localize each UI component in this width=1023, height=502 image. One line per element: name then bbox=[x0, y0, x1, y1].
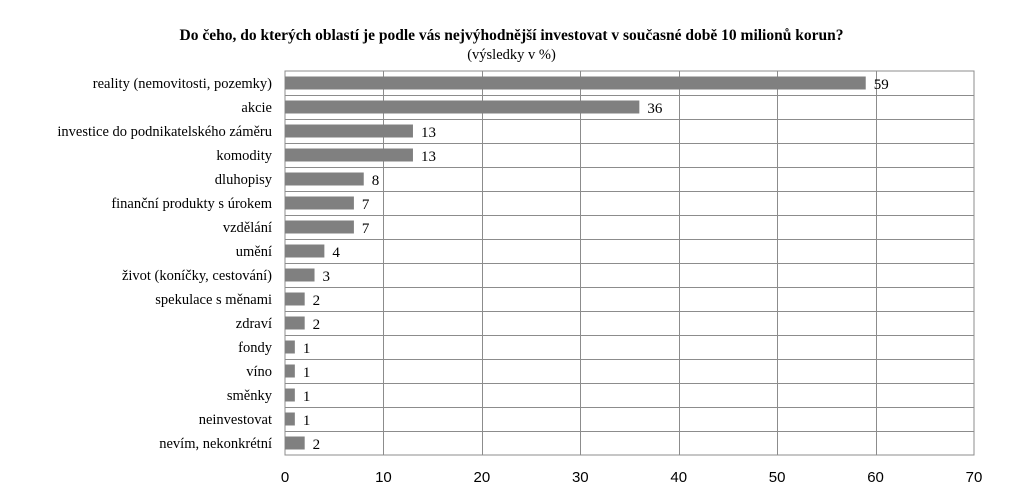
data-label: 13 bbox=[421, 125, 436, 141]
data-label: 3 bbox=[323, 269, 331, 285]
bar bbox=[285, 316, 305, 330]
category-label: směnky bbox=[227, 388, 273, 404]
x-tick-label: 30 bbox=[572, 469, 589, 486]
bar bbox=[285, 292, 305, 306]
data-label: 2 bbox=[313, 317, 321, 333]
chart-title: Do čeho, do kterých oblastí je podle vás… bbox=[179, 27, 844, 44]
bar bbox=[285, 412, 295, 426]
x-tick-label: 0 bbox=[281, 469, 289, 486]
data-label: 1 bbox=[303, 413, 311, 429]
data-label: 8 bbox=[372, 173, 380, 189]
data-label: 59 bbox=[874, 77, 889, 93]
category-label: reality (nemovitosti, pozemky) bbox=[93, 76, 272, 92]
category-label: život (koníčky, cestování) bbox=[122, 268, 272, 284]
x-tick-label: 10 bbox=[375, 469, 392, 486]
data-label: 2 bbox=[313, 293, 321, 309]
bar bbox=[285, 124, 413, 138]
x-tick-label: 70 bbox=[966, 469, 983, 486]
category-label: nevím, nekonkrétní bbox=[159, 436, 272, 452]
bar bbox=[285, 148, 413, 162]
bar bbox=[285, 196, 354, 210]
bar bbox=[285, 220, 354, 234]
category-label: investice do podnikatelského záměru bbox=[57, 124, 272, 140]
bar bbox=[285, 244, 325, 258]
bar bbox=[285, 388, 295, 402]
data-label: 13 bbox=[421, 149, 436, 165]
category-label: umění bbox=[236, 244, 272, 260]
category-label: akcie bbox=[241, 100, 272, 116]
x-tick-label: 50 bbox=[769, 469, 786, 486]
bar bbox=[285, 76, 866, 90]
category-label: zdraví bbox=[236, 316, 272, 332]
data-label: 36 bbox=[647, 101, 663, 117]
category-label: fondy bbox=[238, 340, 273, 356]
data-label: 7 bbox=[362, 197, 370, 213]
category-label: finanční produkty s úrokem bbox=[111, 196, 272, 212]
category-label: víno bbox=[246, 364, 272, 380]
bar bbox=[285, 172, 364, 186]
x-tick-label: 60 bbox=[867, 469, 884, 486]
category-label: komodity bbox=[216, 148, 272, 164]
x-tick-label: 40 bbox=[670, 469, 687, 486]
category-label: dluhopisy bbox=[215, 172, 273, 188]
data-label: 4 bbox=[332, 245, 340, 261]
bar bbox=[285, 100, 640, 114]
category-label: vzdělání bbox=[223, 220, 272, 236]
bar bbox=[285, 364, 295, 378]
data-label: 7 bbox=[362, 221, 370, 237]
data-label: 1 bbox=[303, 389, 311, 405]
bar bbox=[285, 340, 295, 354]
data-label: 1 bbox=[303, 365, 311, 381]
data-label: 1 bbox=[303, 341, 311, 357]
bar bbox=[285, 268, 315, 282]
x-tick-label: 20 bbox=[474, 469, 491, 486]
category-label: neinvestovat bbox=[199, 412, 272, 428]
bar bbox=[285, 436, 305, 450]
data-label: 2 bbox=[313, 437, 321, 453]
category-label: spekulace s měnami bbox=[155, 292, 272, 308]
chart-subtitle: (výsledky v %) bbox=[467, 47, 556, 63]
